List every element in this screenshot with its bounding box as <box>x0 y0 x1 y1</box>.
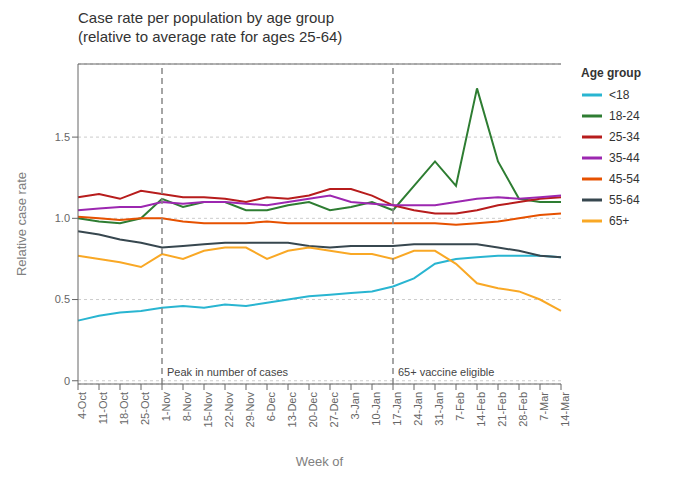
svg-text:1.0: 1.0 <box>55 212 70 224</box>
svg-text:31-Jan: 31-Jan <box>433 392 445 426</box>
svg-text:Peak in number of cases: Peak in number of cases <box>167 366 289 378</box>
svg-text:20-Dec: 20-Dec <box>307 392 319 428</box>
svg-text:Relative case rate: Relative case rate <box>14 172 29 276</box>
svg-text:25-Oct: 25-Oct <box>139 392 151 425</box>
svg-text:6-Dec: 6-Dec <box>265 392 277 422</box>
svg-text:29-Nov: 29-Nov <box>244 392 256 428</box>
svg-text:8-Nov: 8-Nov <box>181 392 193 422</box>
svg-text:28-Feb: 28-Feb <box>517 392 529 427</box>
svg-text:27-Dec: 27-Dec <box>328 392 340 428</box>
svg-text:24-Jan: 24-Jan <box>412 392 424 426</box>
html-text:18-24: 18-24 <box>609 109 640 123</box>
html-text:35-44: 35-44 <box>609 151 640 165</box>
svg-text:18-Oct: 18-Oct <box>118 392 130 425</box>
svg-text:4-Oct: 4-Oct <box>76 392 88 419</box>
svg-text:65+ vaccine eligible: 65+ vaccine eligible <box>398 366 494 378</box>
html-text:55-64: 55-64 <box>609 193 640 207</box>
svg-text:13-Dec: 13-Dec <box>286 392 298 428</box>
svg-text:0: 0 <box>64 375 70 387</box>
svg-text:14-Feb: 14-Feb <box>475 392 487 427</box>
svg-text:17-Jan: 17-Jan <box>391 392 403 426</box>
html-text:65+: 65+ <box>609 214 630 228</box>
svg-text:7-Mar: 7-Mar <box>538 392 550 421</box>
html-text:Case rate per population by ag: Case rate per population by age group (r… <box>78 9 343 45</box>
svg-text:Week of: Week of <box>296 454 344 469</box>
svg-text:1-Nov: 1-Nov <box>160 392 172 422</box>
svg-text:10-Jan: 10-Jan <box>370 392 382 426</box>
html-text:Age group: Age group <box>581 66 641 80</box>
svg-text:22-Nov: 22-Nov <box>223 392 235 428</box>
svg-text:7-Feb: 7-Feb <box>454 392 466 421</box>
svg-text:14-Mar: 14-Mar <box>559 392 571 427</box>
svg-text:0.5: 0.5 <box>55 293 70 305</box>
svg-text:11-Oct: 11-Oct <box>97 392 109 424</box>
svg-text:15-Nov: 15-Nov <box>202 392 214 428</box>
html-text:<18: <18 <box>609 88 630 102</box>
svg-text:1.5: 1.5 <box>55 131 70 143</box>
html-text:45-54: 45-54 <box>609 172 640 186</box>
html-text:25-34: 25-34 <box>609 130 640 144</box>
svg-text:3-Jan: 3-Jan <box>349 392 361 420</box>
svg-text:21-Feb: 21-Feb <box>496 392 508 427</box>
